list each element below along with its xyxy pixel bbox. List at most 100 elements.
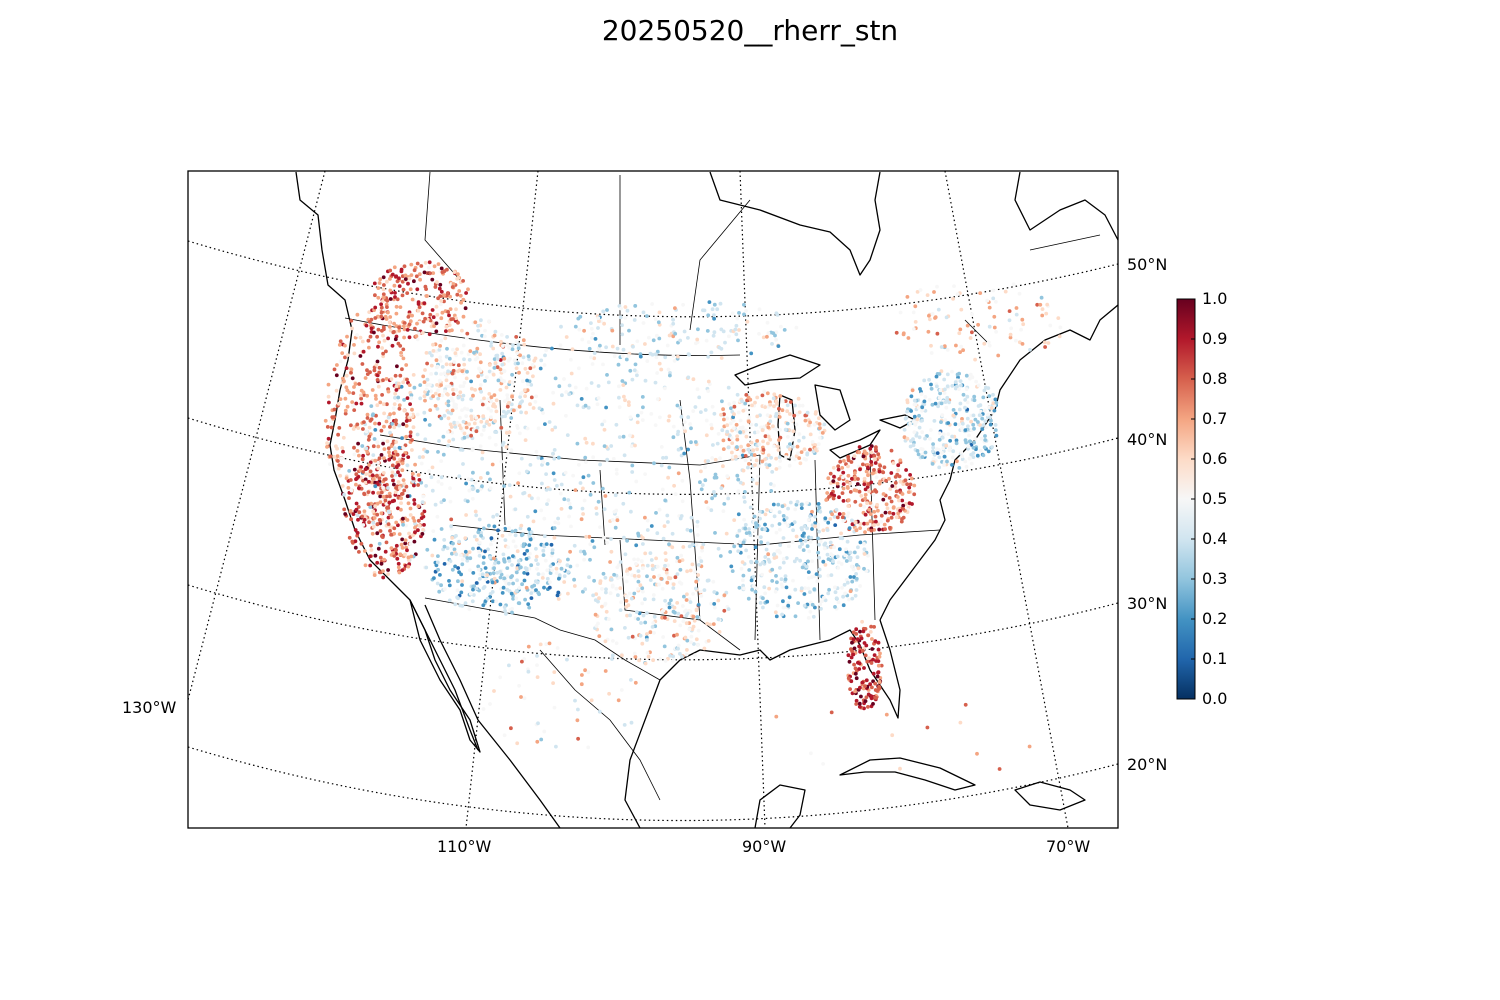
station-marker xyxy=(430,353,434,358)
station-marker xyxy=(447,583,452,588)
station-marker xyxy=(737,585,742,590)
station-marker xyxy=(473,320,478,325)
station-marker xyxy=(954,441,959,446)
station-marker xyxy=(407,418,412,422)
station-marker xyxy=(964,373,969,378)
station-marker xyxy=(710,456,715,460)
station-marker xyxy=(386,336,390,341)
station-marker xyxy=(676,643,681,648)
station-marker xyxy=(750,477,755,482)
station-marker xyxy=(549,542,554,547)
station-marker xyxy=(390,463,395,468)
station-marker xyxy=(667,465,672,470)
station-marker xyxy=(743,458,748,463)
station-marker xyxy=(787,463,792,468)
station-marker xyxy=(408,430,413,435)
station-marker xyxy=(435,581,440,586)
station-marker xyxy=(877,455,882,460)
station-marker xyxy=(525,378,529,383)
station-marker xyxy=(798,544,802,549)
station-marker xyxy=(1008,335,1013,340)
station-marker xyxy=(565,563,570,568)
station-marker xyxy=(345,353,350,357)
station-marker xyxy=(931,445,936,450)
station-marker xyxy=(808,610,813,614)
station-marker xyxy=(445,346,449,351)
station-marker xyxy=(971,422,976,427)
station-marker xyxy=(377,570,382,575)
station-marker xyxy=(392,531,396,536)
station-marker xyxy=(817,567,822,572)
station-marker xyxy=(931,442,935,446)
station-marker xyxy=(582,557,586,562)
station-marker xyxy=(351,512,356,516)
station-marker xyxy=(528,537,533,542)
station-marker xyxy=(676,611,681,616)
station-marker xyxy=(505,587,510,592)
station-marker xyxy=(446,561,451,566)
station-marker xyxy=(400,436,404,440)
station-marker xyxy=(853,689,857,694)
station-marker xyxy=(662,566,667,571)
station-marker xyxy=(628,368,633,373)
station-marker xyxy=(401,422,406,427)
station-marker xyxy=(942,432,946,437)
station-marker xyxy=(628,433,632,438)
station-marker xyxy=(552,705,557,710)
station-marker xyxy=(415,412,420,417)
station-marker xyxy=(737,455,742,459)
station-marker xyxy=(960,457,965,462)
station-marker xyxy=(402,408,407,413)
station-marker xyxy=(556,521,561,526)
station-marker xyxy=(544,472,548,476)
station-marker xyxy=(372,281,377,286)
station-marker xyxy=(416,473,421,477)
station-marker xyxy=(510,380,515,385)
station-marker xyxy=(328,454,333,459)
station-marker xyxy=(572,577,576,582)
station-marker xyxy=(516,559,521,563)
station-marker xyxy=(685,569,689,574)
station-marker xyxy=(405,396,410,400)
station-marker xyxy=(610,328,615,333)
station-marker xyxy=(960,417,964,421)
station-marker xyxy=(378,529,383,533)
station-marker xyxy=(834,596,839,601)
station-marker xyxy=(456,395,461,400)
station-marker xyxy=(643,597,647,602)
station-marker xyxy=(381,378,385,383)
station-marker xyxy=(811,449,816,454)
station-marker xyxy=(360,514,364,519)
station-marker xyxy=(639,559,644,564)
station-marker xyxy=(879,663,884,668)
station-marker xyxy=(343,355,347,360)
station-marker xyxy=(675,601,680,605)
station-marker xyxy=(409,393,414,397)
station-marker xyxy=(873,639,878,644)
station-marker xyxy=(866,692,871,697)
station-marker xyxy=(935,284,939,289)
station-marker xyxy=(653,423,658,427)
station-marker xyxy=(865,659,870,664)
station-marker xyxy=(651,621,656,625)
station-marker xyxy=(955,372,960,377)
station-marker xyxy=(505,574,510,579)
station-marker xyxy=(684,621,689,626)
station-marker xyxy=(942,463,946,467)
station-marker xyxy=(794,422,799,427)
station-marker xyxy=(669,598,673,603)
station-marker xyxy=(902,435,907,440)
station-marker xyxy=(340,484,345,488)
station-marker xyxy=(673,331,678,336)
station-marker xyxy=(912,430,917,434)
station-marker xyxy=(566,498,571,502)
station-marker xyxy=(580,506,585,511)
station-marker xyxy=(685,648,689,652)
station-marker xyxy=(811,614,816,619)
station-marker xyxy=(479,419,484,424)
station-marker xyxy=(735,445,739,449)
station-marker xyxy=(705,621,710,626)
station-marker xyxy=(519,533,524,538)
station-marker xyxy=(409,262,414,267)
station-marker xyxy=(832,493,837,498)
